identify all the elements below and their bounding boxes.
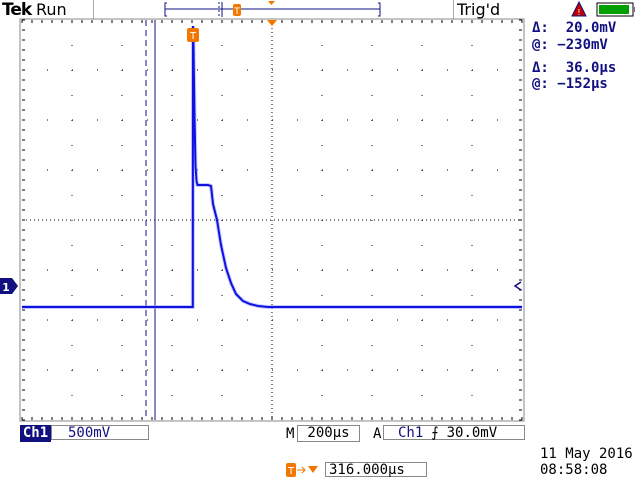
svg-text:T: T [287,466,295,477]
trigger-marker-icon: T [187,28,199,42]
date: 11 May 2016 [540,446,633,462]
trigger-point-icon [267,20,277,26]
trigger-point-marker [268,1,275,5]
svg-text:1: 1 [2,281,10,294]
trigger-offset-icon: T [286,463,318,477]
divider [93,0,94,19]
trigger-settings[interactable]: Ch1 ⨍ 30.0mV [383,425,525,441]
divider [453,0,454,19]
time: 08:58:08 [540,462,608,478]
amplitude-at-readout: @: −230mV [532,37,608,53]
battery-icon [596,2,635,17]
svg-text:T: T [233,7,240,17]
time-per-div[interactable]: 200µs [297,425,360,442]
trigger-source: Ch1 [398,425,424,441]
channel-1-button[interactable]: Ch1 [20,425,51,442]
brand-logo: Tek [2,0,32,20]
ground-marker-icon: 1 [0,278,18,294]
graticule-border [19,18,525,422]
trigger-position-icon: T [233,4,241,17]
trigger-state: Trig'd [457,0,501,19]
time-at-readout: @: −152µs [532,76,608,92]
time-delta-readout: Δ: 36.0µs [532,60,617,76]
warning-triangle-icon: ! [571,0,587,17]
rising-edge-icon: ⨍ [431,425,439,441]
trigger-offset[interactable]: 316.000µs [325,462,427,478]
main-timebase-label: M [286,426,295,442]
svg-text:T: T [189,31,197,42]
trigger-level: 30.0mV [446,425,498,441]
acquisition-state: Run [36,0,67,19]
trigger-level-marker-icon [513,281,522,291]
svg-text:!: ! [577,8,580,17]
trigger-label: A [373,426,382,442]
volts-per-div[interactable]: 500mV [51,425,149,441]
amplitude-delta-readout: Δ: 20.0mV [532,20,617,36]
